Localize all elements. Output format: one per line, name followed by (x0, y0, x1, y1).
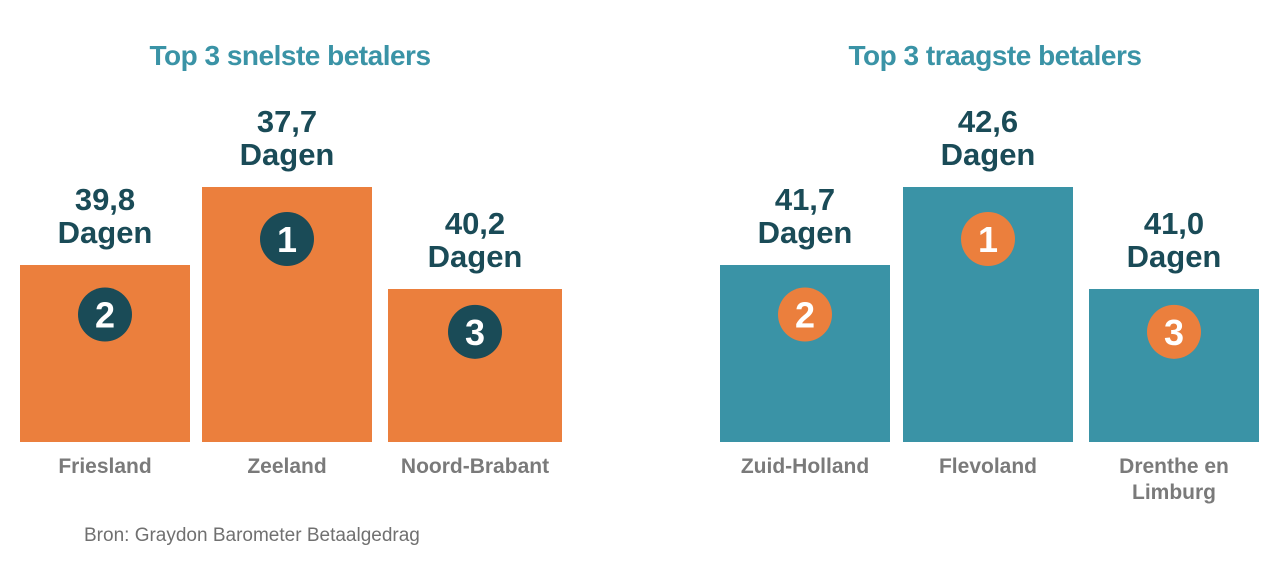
rank-number: 2 (795, 295, 815, 336)
chart-1: Top 3 snelste betalers39,8Dagen2Frieslan… (20, 40, 562, 478)
category-label: Drenthe en (1119, 455, 1229, 478)
rank-badge (1147, 304, 1201, 359)
data-label-unit: Dagen (941, 137, 1036, 172)
data-label-value: 39,8 (75, 182, 135, 217)
data-label-value: 40,2 (445, 206, 505, 241)
data-label-unit: Dagen (758, 215, 853, 250)
source-note: Bron: Graydon Barometer Betaalgedrag (84, 525, 420, 546)
data-label-value: 37,7 (257, 104, 317, 139)
data-label-unit: Dagen (240, 137, 335, 172)
rank-number: 1 (978, 219, 998, 260)
data-label-unit: Dagen (58, 215, 153, 250)
rank-badge (778, 287, 832, 342)
rank-number: 3 (1164, 312, 1184, 353)
data-label-value: 41,0 (1144, 206, 1204, 241)
data-label-value: 41,7 (775, 182, 835, 217)
rank-number: 3 (465, 312, 485, 353)
chart-2: Top 3 traagste betalers41,7Dagen2Zuid-Ho… (720, 40, 1259, 504)
category-label: Friesland (58, 455, 151, 478)
category-label: Flevoland (939, 455, 1037, 478)
rank-number: 2 (95, 295, 115, 336)
rank-badge (448, 304, 502, 359)
category-label: Limburg (1132, 481, 1216, 504)
data-label-unit: Dagen (1127, 239, 1222, 274)
data-label-unit: Dagen (428, 239, 523, 274)
chart-title: Top 3 traagste betalers (849, 40, 1142, 71)
rank-badge (260, 212, 314, 266)
category-label: Zeeland (247, 455, 326, 478)
rank-badge (78, 287, 132, 342)
data-label-value: 42,6 (958, 104, 1018, 139)
rank-number: 1 (277, 219, 297, 260)
chart-title: Top 3 snelste betalers (149, 40, 430, 71)
category-label: Zuid-Holland (741, 455, 869, 478)
category-label: Noord-Brabant (401, 455, 549, 478)
rank-badge (961, 212, 1015, 266)
